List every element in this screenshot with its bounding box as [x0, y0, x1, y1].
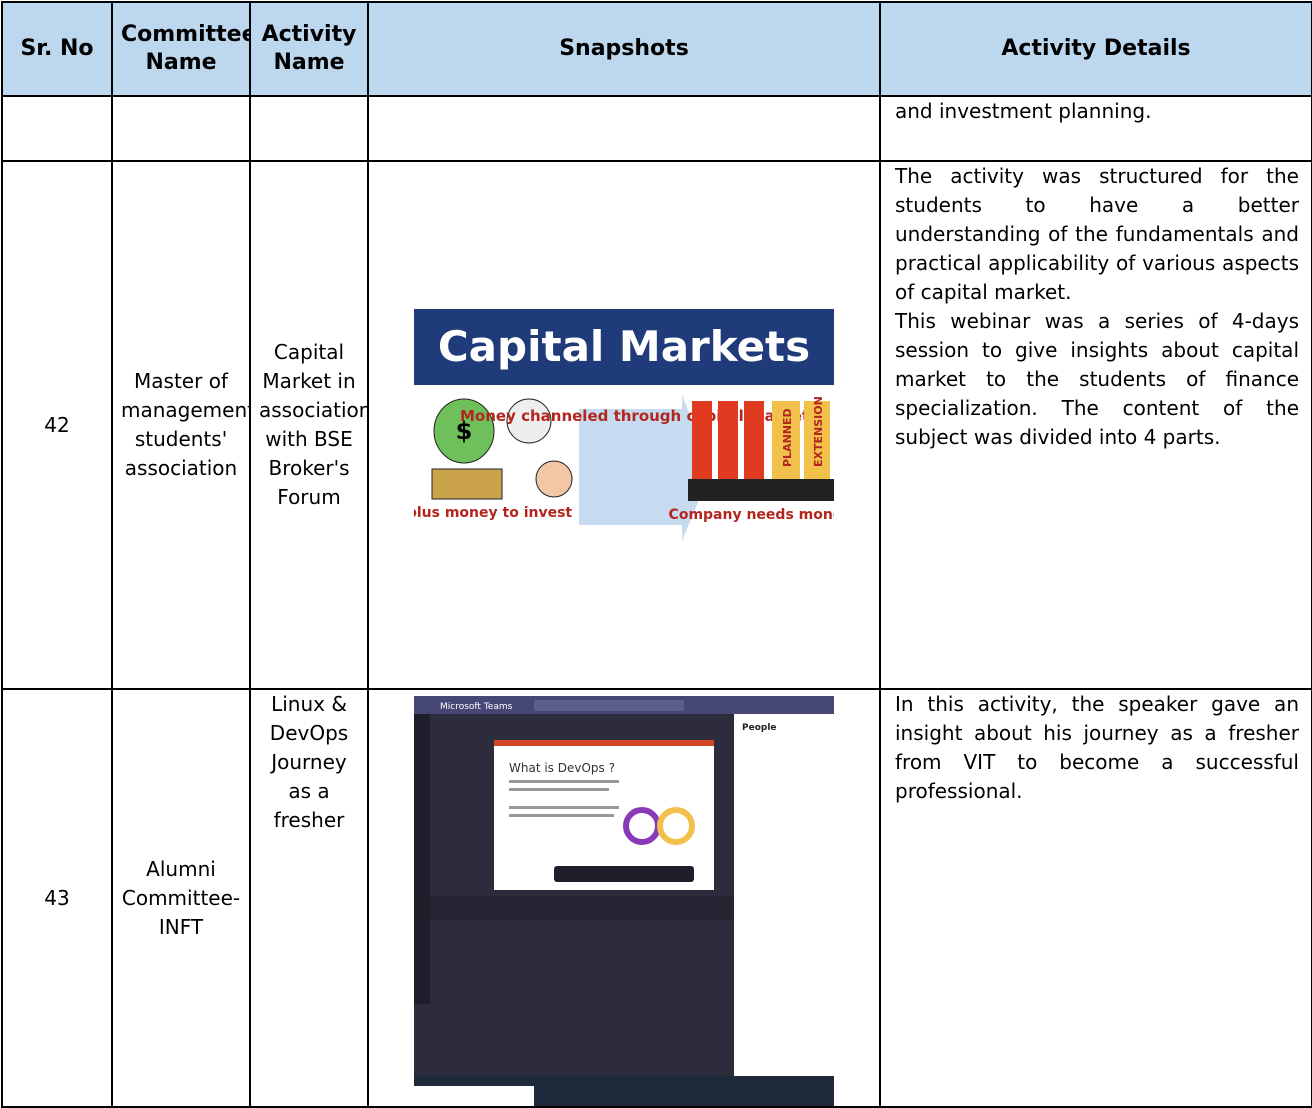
header-row: Sr. No Committee Name Activity Name Snap… — [1, 1, 1312, 97]
svg-text:$: $ — [456, 417, 473, 445]
committee-cell: Alumni Committee-INFT — [111, 688, 251, 1108]
snapshot-cell: Microsoft Teams People What is DevOps ? — [367, 688, 881, 1108]
image-label: What is DevOps ? — [509, 761, 615, 775]
image-label: EXTENSION — [812, 396, 825, 467]
sr-cell: 42 — [1, 160, 113, 690]
activity-cell: Linux & DevOps Journey as a fresher — [249, 688, 369, 1108]
header-cell: Activity Name — [249, 1, 369, 97]
header-cell: Sr. No — [1, 1, 113, 97]
details-cell: and investment planning. — [879, 95, 1312, 162]
cell — [111, 95, 251, 162]
details-cell: In this activity, the speaker gave an in… — [879, 688, 1312, 1108]
details-text: and investment planning. — [895, 99, 1152, 123]
teams-screenshot: Microsoft Teams People What is DevOps ? — [414, 696, 834, 1105]
cell — [1, 95, 113, 162]
details-text: This webinar was a series of 4-days sess… — [895, 309, 1299, 449]
header-cell: Activity Details — [879, 1, 1312, 97]
header-cell: Committee Name — [111, 1, 251, 97]
cell — [249, 95, 369, 162]
sr-cell: 43 — [1, 688, 113, 1108]
row: 43 Alumni Committee-INFT Linux & DevOps … — [1, 688, 1312, 1108]
image-label: People — [742, 723, 777, 733]
image-label: Surplus money to invest — [414, 505, 572, 521]
image-label: Microsoft Teams — [440, 702, 513, 712]
row: and investment planning. — [1, 95, 1312, 162]
details-cell: The activity was structured for the stud… — [879, 160, 1312, 690]
image-label: Money channeled through capital markets — [460, 407, 818, 425]
capital-markets-image: Capital Markets $ Surplus money to inves… — [414, 309, 834, 541]
header-cell: Snapshots — [367, 1, 881, 97]
committee-cell: Master of management students' associati… — [111, 160, 251, 690]
cell — [367, 95, 881, 162]
image-label: PLANNED — [781, 408, 794, 467]
activity-cell: Capital Market in association with BSE B… — [249, 160, 369, 690]
row: 42 Master of management students' associ… — [1, 160, 1312, 690]
snapshot-cell: Capital Markets $ Surplus money to inves… — [367, 160, 881, 690]
image-title: Capital Markets — [438, 322, 810, 371]
image-label: Company needs money — [669, 507, 834, 523]
details-text: The activity was structured for the stud… — [895, 164, 1299, 304]
details-text: In this activity, the speaker gave an in… — [895, 692, 1299, 803]
